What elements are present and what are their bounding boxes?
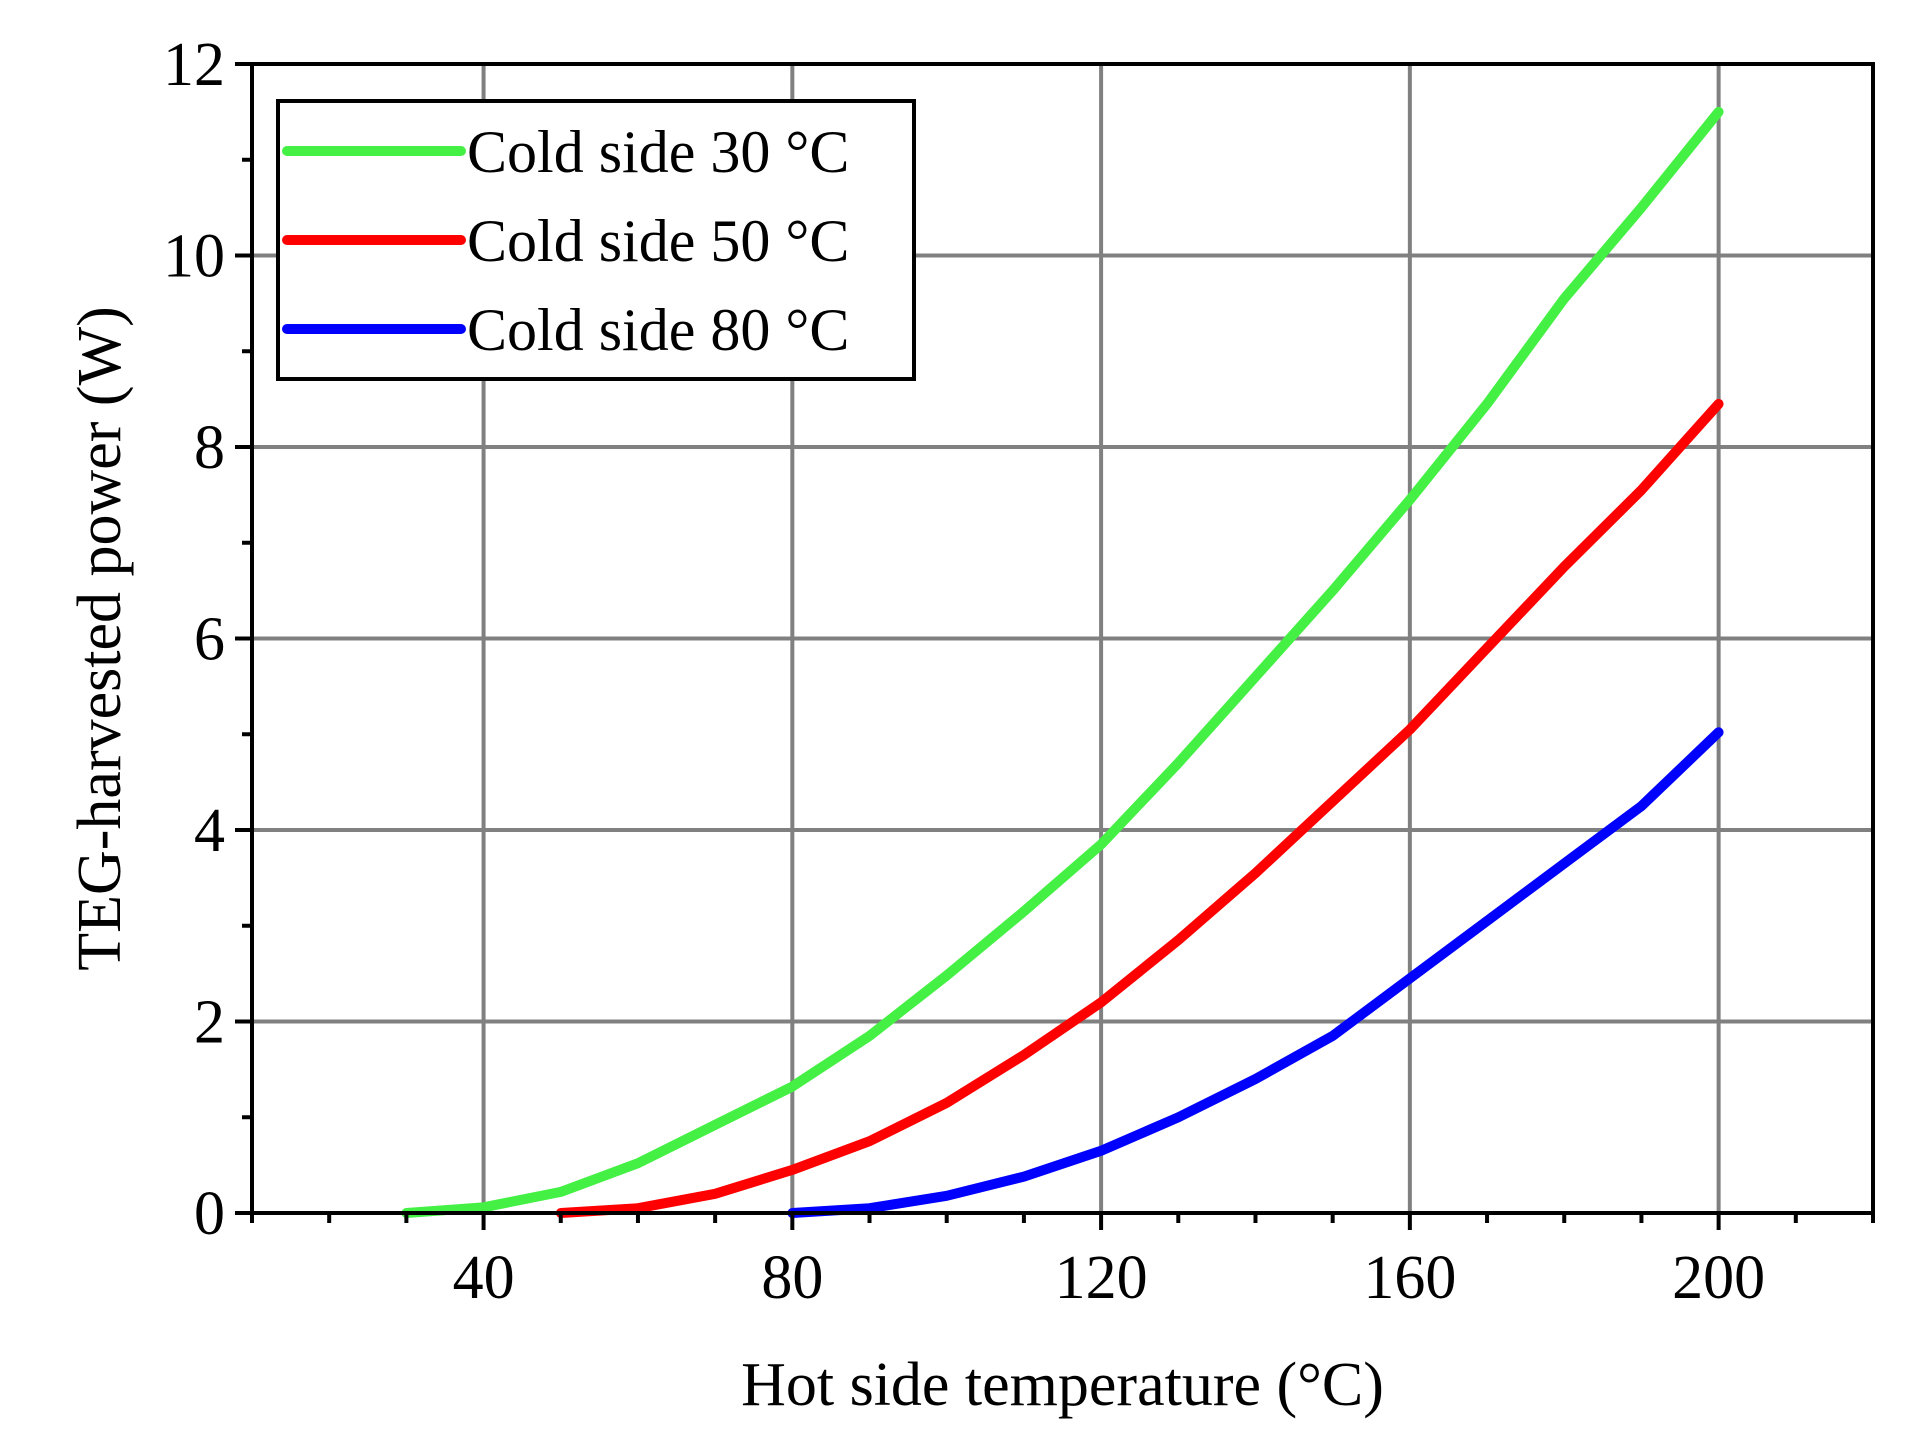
- series-1-point-4: [865, 1136, 875, 1146]
- series-2-point-2: [942, 1191, 952, 1201]
- y-tick-label-0: 0: [194, 1180, 225, 1248]
- series-0-point-2: [556, 1187, 566, 1197]
- series-1-point-7: [1096, 997, 1106, 1007]
- series-1-point-3: [787, 1165, 797, 1175]
- y-tick-label-8: 8: [194, 414, 225, 482]
- series-2-point-9: [1482, 916, 1492, 926]
- series-0-point-15: [1559, 294, 1569, 304]
- series-1-point-14: [1636, 485, 1646, 495]
- ticks: [235, 62, 1875, 1230]
- x-tick-labels: 40 80 120 160 200: [453, 1244, 1766, 1312]
- series-0-point-11: [1250, 672, 1260, 682]
- y-axis-title: TEG-harvested power (W): [66, 306, 134, 970]
- x-tick-label-40: 40: [453, 1244, 515, 1312]
- y-tick-label-10: 10: [163, 223, 225, 291]
- y-tick-label-4: 4: [194, 797, 225, 865]
- series-2-point-12: [1714, 727, 1724, 737]
- series-1-point-8: [1173, 935, 1183, 945]
- series-2-point-8: [1405, 973, 1415, 983]
- series-lines: [401, 106, 1724, 1218]
- series-line-2: [787, 727, 1724, 1218]
- series-0-point-13: [1405, 495, 1415, 505]
- series-2-point-4: [1096, 1146, 1106, 1156]
- series-line-0: [401, 106, 1724, 1218]
- series-0-point-12: [1328, 586, 1338, 596]
- series-0-point-10: [1173, 758, 1183, 768]
- series-2-point-6: [1250, 1074, 1260, 1084]
- series-1-point-15: [1714, 399, 1724, 409]
- x-tick-label-80: 80: [761, 1244, 823, 1312]
- legend-items: Cold side 30 °C Cold side 50 °C Cold side …: [282, 119, 849, 363]
- series-0-point-17: [1714, 107, 1724, 117]
- legend-label-0: Cold side 30 °C: [467, 119, 849, 185]
- series-2-point-3: [1019, 1172, 1029, 1182]
- x-axis-title: Hot side temperature (°C): [741, 1351, 1384, 1419]
- x-tick-label-160: 160: [1363, 1244, 1456, 1312]
- series-1-point-2: [710, 1189, 720, 1199]
- series-2-point-5: [1173, 1112, 1183, 1122]
- series-0-point-16: [1636, 203, 1646, 213]
- series-0-point-3: [633, 1158, 643, 1168]
- y-tick-label-12: 12: [163, 31, 225, 99]
- x-tick-label-120: 120: [1055, 1244, 1148, 1312]
- legend-label-1: Cold side 50 °C: [467, 208, 849, 274]
- series-1-point-11: [1405, 724, 1415, 734]
- series-0-point-1: [479, 1202, 489, 1212]
- series-0-point-4: [710, 1120, 720, 1130]
- series-2-point-10: [1559, 859, 1569, 869]
- series-1-point-10: [1328, 796, 1338, 806]
- legend: Cold side 30 °C Cold side 50 °C Cold side …: [276, 99, 916, 381]
- series-1-point-9: [1250, 868, 1260, 878]
- series-0-point-5: [787, 1082, 797, 1092]
- series-0-point-14: [1482, 399, 1492, 409]
- series-2-point-11: [1636, 801, 1646, 811]
- y-tick-label-6: 6: [194, 606, 225, 674]
- series-1-point-5: [942, 1098, 952, 1108]
- legend-label-2: Cold side 80 °C: [467, 297, 849, 363]
- series-0-point-8: [1019, 906, 1029, 916]
- x-tick-label-200: 200: [1672, 1244, 1765, 1312]
- series-line-1: [555, 398, 1724, 1218]
- y-tick-label-2: 2: [194, 989, 225, 1057]
- series-0-point-9: [1096, 839, 1106, 849]
- series-1-point-13: [1559, 562, 1569, 572]
- series-2-point-7: [1328, 1031, 1338, 1041]
- series-1-point-6: [1019, 1050, 1029, 1060]
- y-tick-labels: 0 2 4 6 8 10 12: [163, 31, 225, 1248]
- series-1-point-12: [1482, 643, 1492, 653]
- series-0-point-7: [942, 971, 952, 981]
- series-0-point-6: [865, 1031, 875, 1041]
